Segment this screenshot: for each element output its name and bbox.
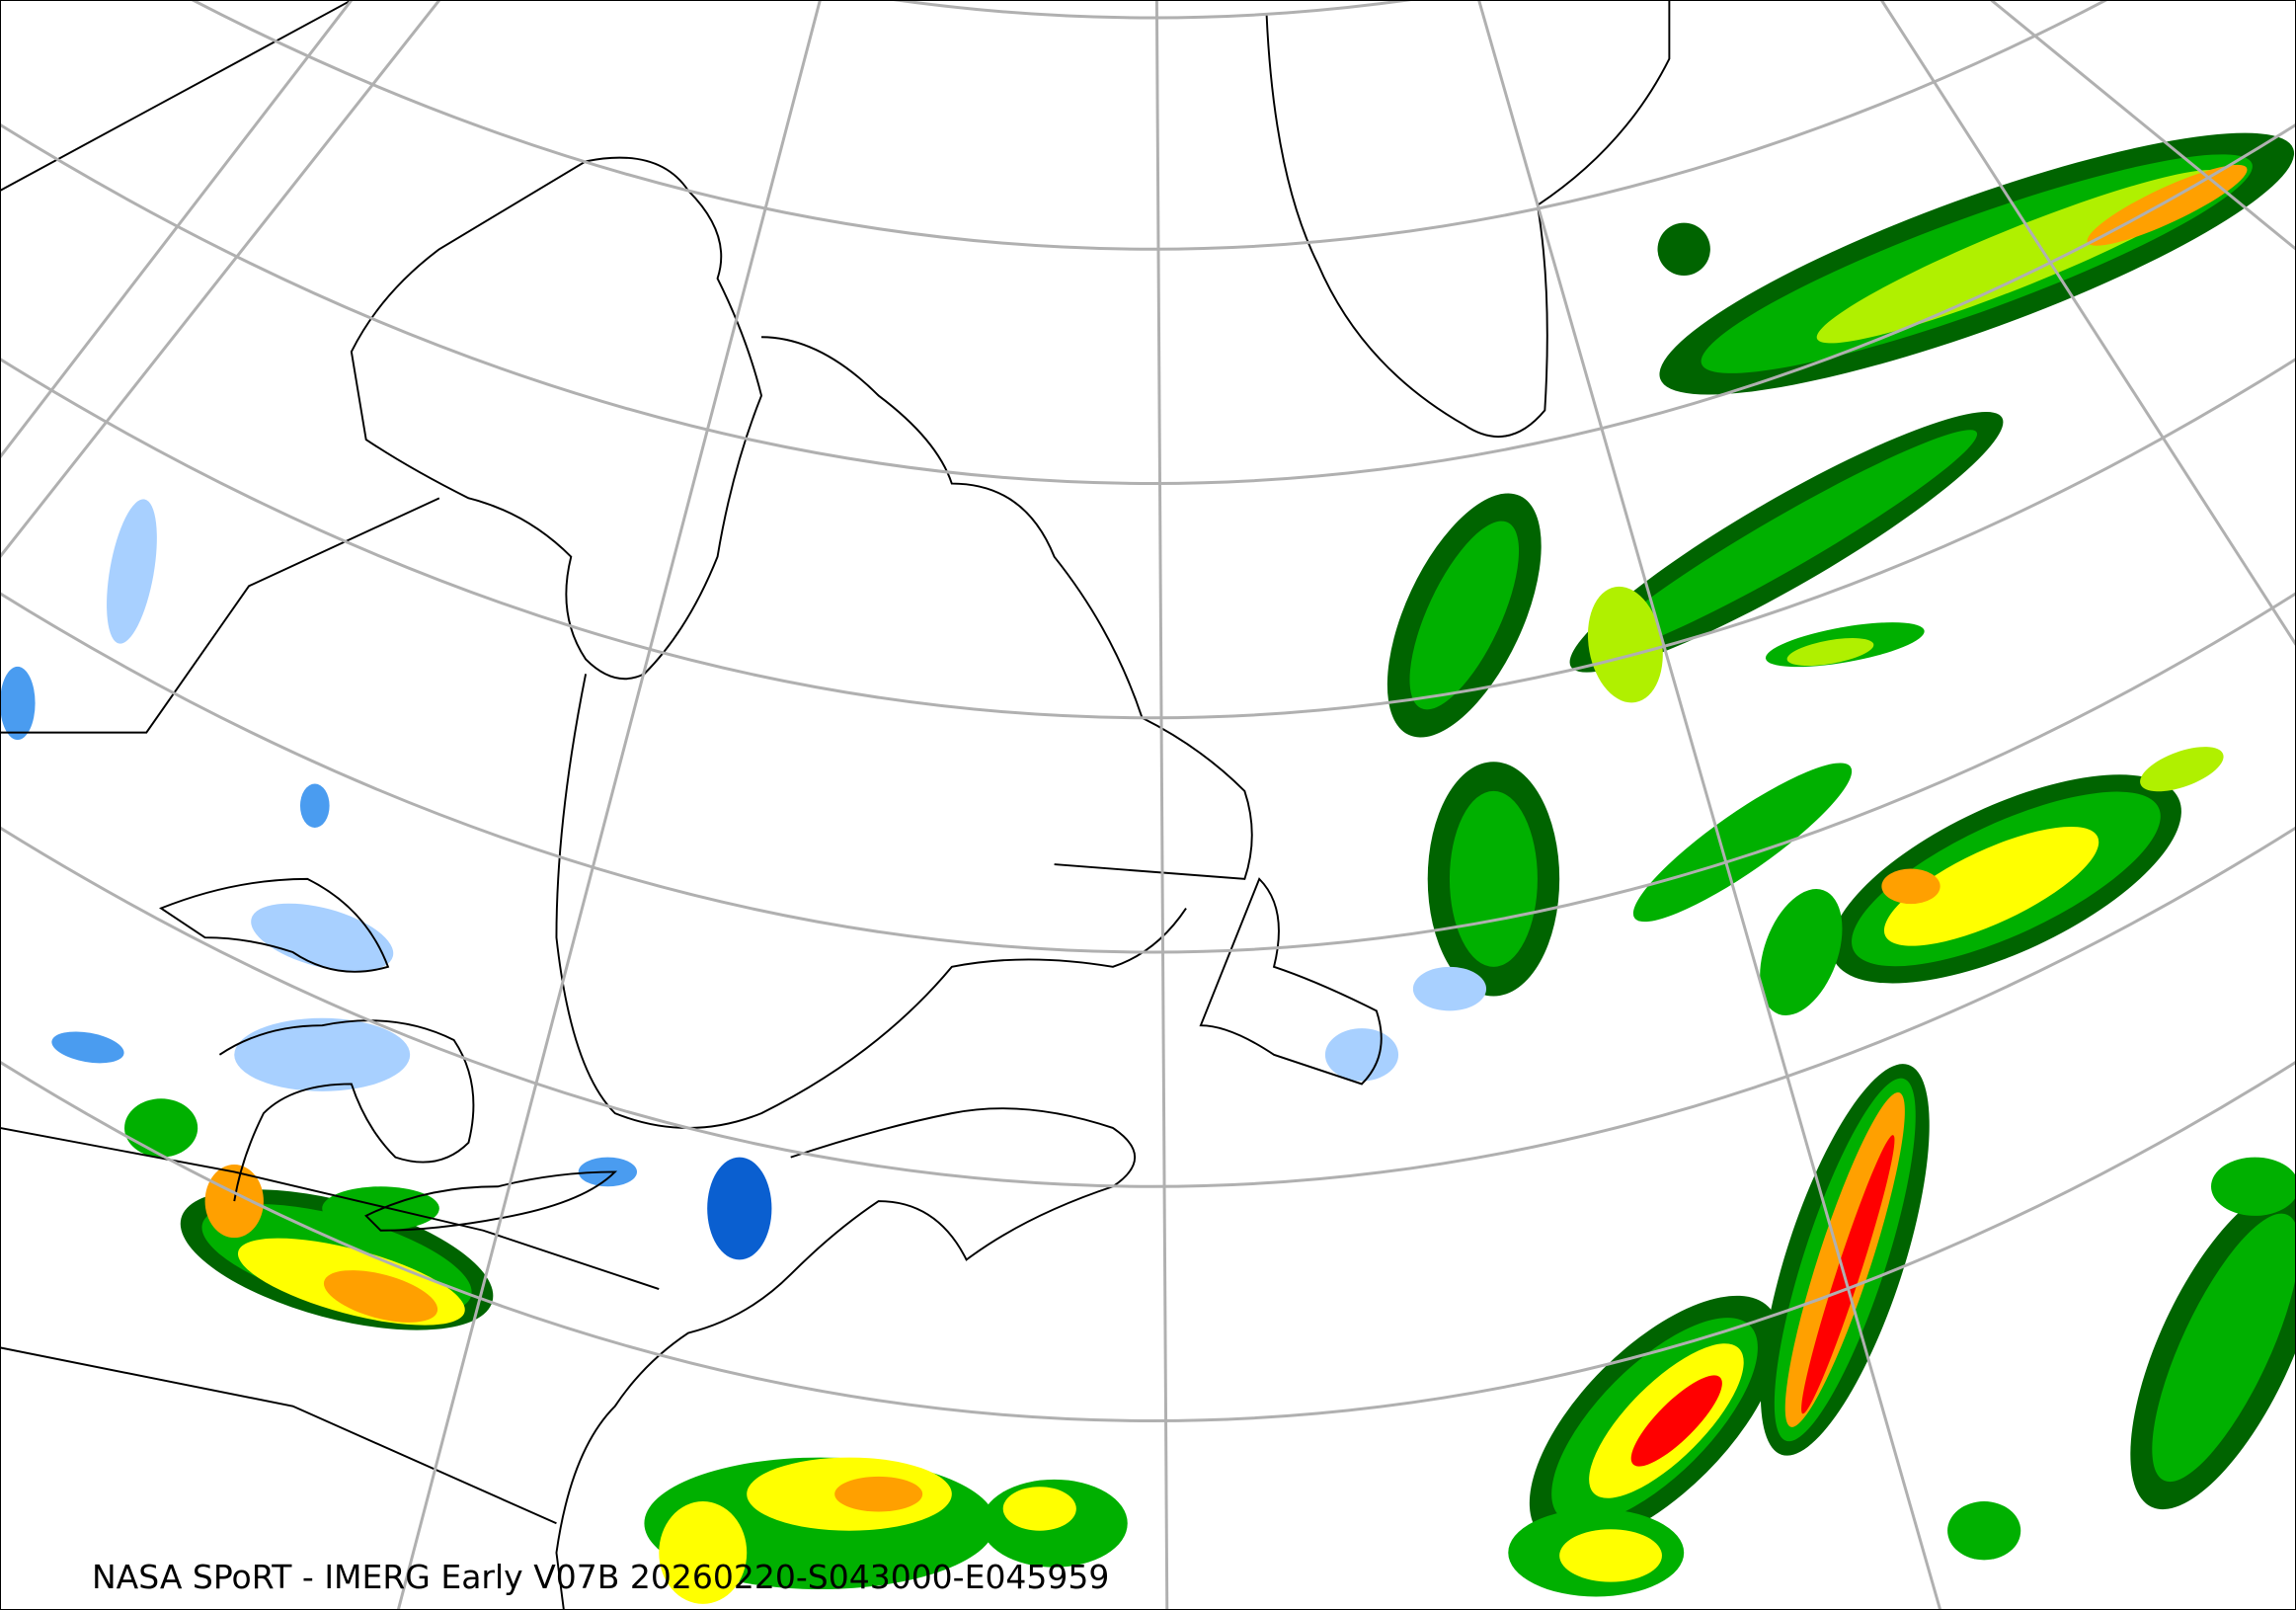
border-lines (0, 0, 660, 1525)
longitude-line (0, 0, 354, 458)
greenland-coast (1265, 0, 1671, 438)
precipitation-area (107, 499, 157, 644)
precipitation-area (1409, 521, 1520, 710)
latitude-line (0, 592, 2296, 954)
longitude-line (1990, 0, 2296, 251)
precipitation-area (659, 1501, 748, 1604)
maritimes-coast (555, 1107, 1137, 1610)
latitude-line (0, 826, 2296, 1188)
precipitation-area (1632, 763, 1853, 923)
precipitation-area (323, 1270, 438, 1323)
latitude-line (0, 122, 2296, 486)
precipitation-area (0, 666, 36, 741)
precipitation-area (707, 1157, 772, 1260)
lake-erie-ontario (364, 1170, 618, 1232)
precipitation-area (1002, 1487, 1076, 1531)
newfoundland-coast (1199, 877, 1383, 1086)
latitude-line (886, 0, 1419, 20)
precipitation-area (1587, 586, 1663, 703)
precipitation-area (1412, 966, 1487, 1011)
longitude-line (1477, 0, 1942, 1610)
precipitation-area (834, 1476, 923, 1512)
great-lakes-superior (159, 877, 390, 973)
quebec-shore (555, 674, 1187, 1129)
latitude-line (0, 1060, 2296, 1422)
precipitation-area (1630, 1375, 1722, 1467)
precipitation-area (251, 903, 394, 972)
latitude-line (190, 0, 2109, 251)
precipitation-area (1657, 222, 1710, 276)
precipitation-layer (0, 132, 2296, 1604)
precipitation-area (1449, 790, 1538, 967)
coastlines-layer (0, 0, 1671, 1610)
precipitation-area (2140, 747, 2224, 792)
great-lakes-michigan-huron (218, 1019, 475, 1202)
hudson-bay-coast (350, 156, 763, 681)
longitude-line (396, 0, 822, 1610)
labrador-coast (761, 336, 1253, 880)
precipitation-area (1883, 826, 2099, 946)
precipitation-area (1881, 868, 1940, 905)
precipitation-area (1559, 1529, 1662, 1582)
precipitation-area (1324, 1028, 1399, 1082)
precipitation-area (2211, 1157, 2296, 1216)
longitude-line (1880, 0, 2296, 646)
precipitation-area (2087, 164, 2248, 246)
precipitation-area (1786, 638, 1874, 667)
precipitation-area (1801, 1135, 1895, 1414)
longitude-line (0, 0, 440, 558)
precipitation-area (1947, 1501, 2021, 1561)
precipitation-area (51, 1031, 124, 1064)
precipitation-area (299, 783, 330, 828)
precipitation-area (124, 1098, 198, 1158)
precipitation-area (2152, 1213, 2296, 1483)
precipitation-area (234, 1017, 411, 1091)
precipitation-area (1760, 889, 1843, 1015)
precipitation-area (1595, 430, 1978, 655)
longitude-line (1154, 0, 1169, 1610)
latitude-line (0, 358, 2296, 720)
product-caption: NASA SPoRT - IMERG Early V07B 20260220-S… (92, 1558, 1110, 1596)
